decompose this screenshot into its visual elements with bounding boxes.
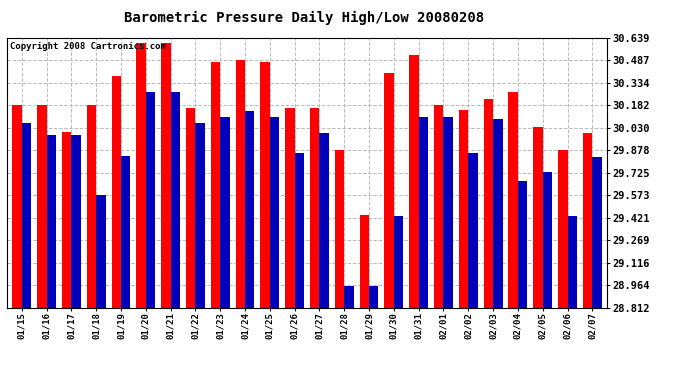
Bar <box>235 60 245 308</box>
Bar <box>211 63 220 308</box>
Bar <box>419 117 428 308</box>
Bar <box>245 111 255 308</box>
Bar <box>484 99 493 308</box>
Bar <box>295 153 304 308</box>
Text: Copyright 2008 Cartronics.com: Copyright 2008 Cartronics.com <box>10 42 166 51</box>
Bar <box>493 118 502 308</box>
Bar <box>47 135 56 308</box>
Bar <box>459 110 469 308</box>
Bar <box>87 105 96 308</box>
Bar <box>567 216 577 308</box>
Bar <box>434 105 444 308</box>
Bar <box>319 134 329 308</box>
Bar <box>37 105 47 308</box>
Bar <box>384 73 394 308</box>
Bar <box>22 123 31 308</box>
Bar <box>195 123 205 308</box>
Bar <box>112 76 121 307</box>
Bar <box>310 108 319 307</box>
Bar <box>558 150 567 308</box>
Bar <box>260 63 270 308</box>
Bar <box>394 216 403 308</box>
Bar <box>583 134 592 308</box>
Bar <box>592 157 602 308</box>
Bar <box>270 117 279 308</box>
Bar <box>344 286 354 308</box>
Bar <box>285 108 295 307</box>
Text: Barometric Pressure Daily High/Low 20080208: Barometric Pressure Daily High/Low 20080… <box>124 11 484 26</box>
Bar <box>121 156 130 308</box>
Bar <box>71 135 81 308</box>
Bar <box>62 132 71 308</box>
Bar <box>96 195 106 308</box>
Bar <box>533 128 543 308</box>
Bar <box>161 43 170 308</box>
Bar <box>137 43 146 308</box>
Bar <box>12 105 22 308</box>
Bar <box>444 117 453 308</box>
Bar <box>543 172 552 308</box>
Bar <box>220 117 230 308</box>
Bar <box>170 92 180 308</box>
Bar <box>359 215 369 308</box>
Bar <box>186 108 195 307</box>
Bar <box>409 55 419 308</box>
Bar <box>335 150 344 308</box>
Bar <box>369 286 379 308</box>
Bar <box>518 181 527 308</box>
Bar <box>469 153 477 308</box>
Bar <box>146 92 155 308</box>
Bar <box>509 92 518 308</box>
